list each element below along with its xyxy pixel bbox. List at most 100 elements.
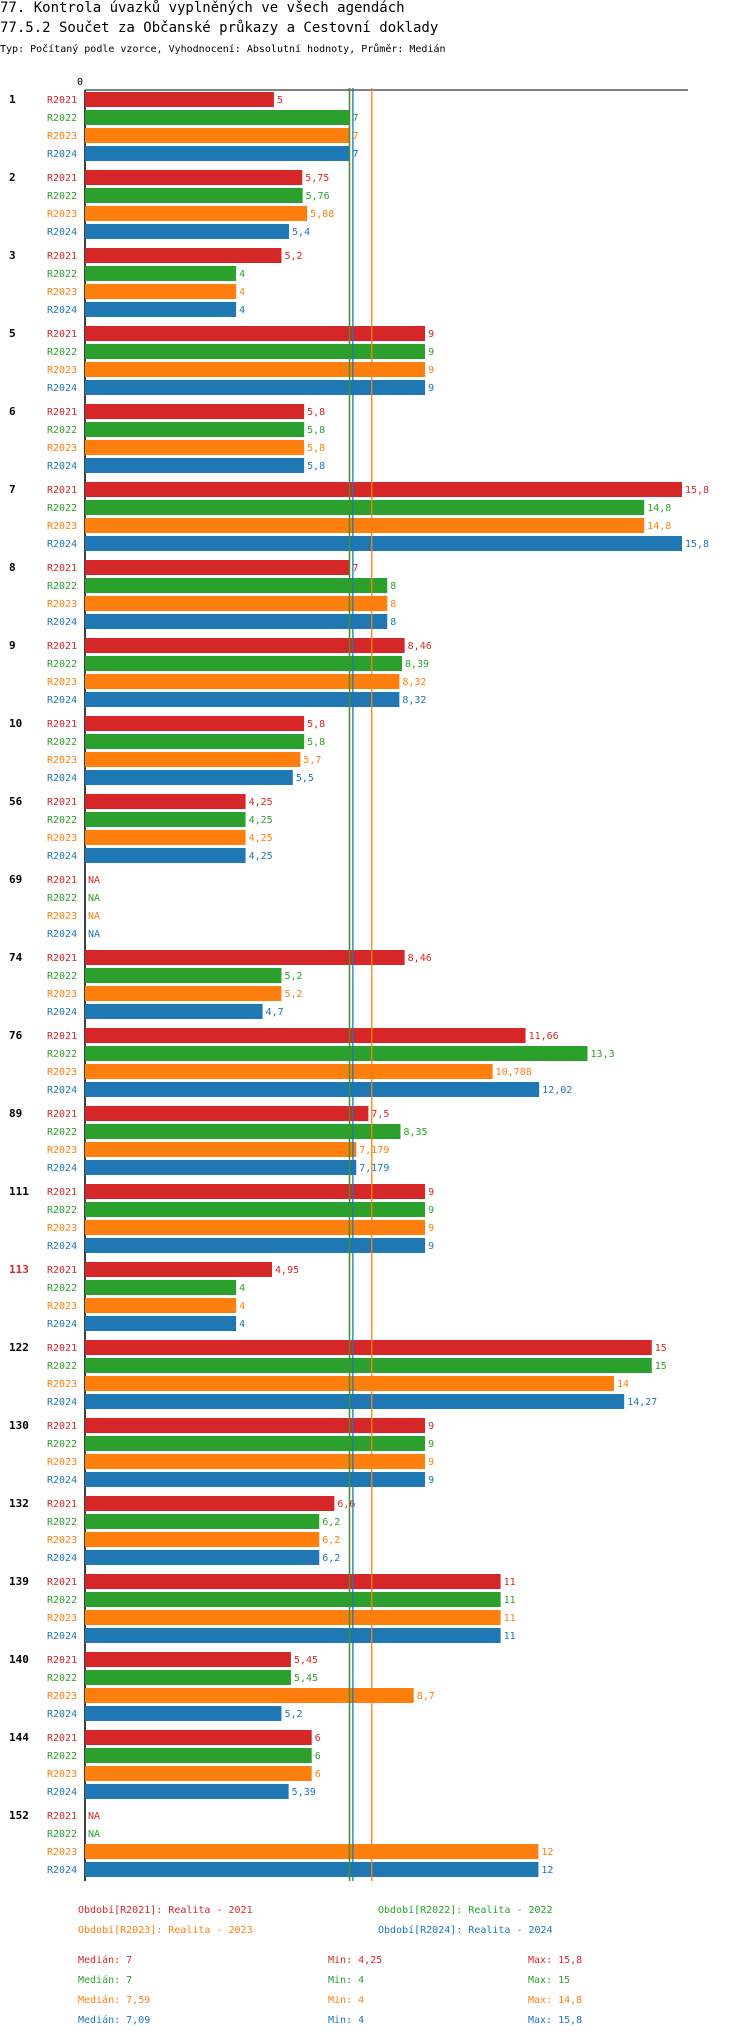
series-label: R2024: [47, 617, 77, 628]
series-label: R2023: [47, 989, 77, 1000]
bar: [85, 1766, 312, 1781]
stat-min: Min: 4,25: [328, 1955, 383, 1966]
data-label: 8: [390, 581, 396, 592]
series-label: R2022: [47, 581, 77, 592]
series-label: R2021: [47, 563, 77, 574]
data-label: 13,3: [591, 1049, 615, 1060]
data-label: 5,4: [292, 227, 310, 238]
bar: [85, 1124, 401, 1139]
data-label: 8,32: [402, 677, 426, 688]
data-label: 11: [504, 1577, 516, 1588]
data-label: 9: [428, 1421, 434, 1432]
data-label: 15,8: [685, 485, 709, 496]
data-label: 8: [390, 617, 396, 628]
series-label: R2024: [47, 1397, 77, 1408]
category-label: 5: [9, 327, 16, 340]
bar: [85, 1046, 588, 1061]
bar: [85, 92, 274, 107]
bar: [85, 1592, 501, 1607]
data-label: 5,45: [294, 1673, 318, 1684]
series-label: R2021: [47, 1187, 77, 1198]
data-label: 5,8: [307, 719, 325, 730]
stat-max: Max: 15,8: [528, 1955, 583, 1966]
data-label: 4,25: [249, 833, 273, 844]
series-label: R2024: [47, 539, 77, 550]
series-label: R2021: [47, 641, 77, 652]
series-label: R2023: [47, 1691, 77, 1702]
series-label: R2024: [47, 1163, 77, 1174]
bar: [85, 344, 426, 359]
data-label: 8,46: [408, 953, 432, 964]
data-label: NA: [88, 875, 100, 886]
bar: [85, 812, 246, 827]
stat-median: Medián: 7: [78, 1975, 133, 1986]
bar: [85, 248, 282, 263]
chart-description: Typ: Počítaný podle vzorce, Vyhodnocení:…: [0, 44, 446, 55]
bar: [85, 1106, 369, 1121]
data-label: 5,75: [305, 173, 329, 184]
series-label: R2023: [47, 287, 77, 298]
stat-max: Max: 14,8: [528, 1995, 583, 2006]
bar: [85, 968, 282, 983]
bar: [85, 536, 682, 551]
bar: [85, 1550, 320, 1565]
data-label: 8,46: [408, 641, 432, 652]
series-label: R2022: [47, 1205, 77, 1216]
series-label: R2021: [47, 329, 77, 340]
series-label: R2022: [47, 1127, 77, 1138]
series-label: R2023: [47, 911, 77, 922]
data-label: 9: [428, 1205, 434, 1216]
data-label: 15: [655, 1361, 667, 1372]
bar: [85, 284, 237, 299]
data-label: NA: [88, 1829, 100, 1840]
series-label: R2024: [47, 461, 77, 472]
data-label: 4: [239, 1319, 245, 1330]
bar: [85, 1844, 539, 1859]
data-label: 5,8: [307, 737, 325, 748]
data-label: 12: [541, 1847, 553, 1858]
data-label: 6: [315, 1733, 321, 1744]
category-label: 7: [9, 483, 16, 496]
data-label: 5,39: [292, 1787, 316, 1798]
series-label: R2022: [47, 1673, 77, 1684]
category-label: 56: [9, 795, 23, 808]
data-label: 5,45: [294, 1655, 318, 1666]
category-label: 122: [9, 1341, 29, 1354]
series-label: R2021: [47, 1031, 77, 1042]
series-label: R2022: [47, 425, 77, 436]
bar: [85, 422, 305, 437]
data-label: 6,2: [322, 1553, 340, 1564]
series-label: R2021: [47, 1421, 77, 1432]
data-label: 5,88: [310, 209, 334, 220]
series-label: R2024: [47, 1319, 77, 1330]
data-label: 9: [428, 365, 434, 376]
x-tick-label: 0: [77, 77, 83, 88]
series-label: R2023: [47, 521, 77, 532]
data-label: 5,2: [284, 989, 302, 1000]
data-label: 5,8: [307, 443, 325, 454]
bar: [85, 1514, 320, 1529]
series-label: R2023: [47, 755, 77, 766]
series-label: R2023: [47, 1769, 77, 1780]
series-label: R2022: [47, 1049, 77, 1060]
bar: [85, 1436, 426, 1451]
data-label: 6,2: [322, 1535, 340, 1546]
data-label: 4: [239, 1301, 245, 1312]
category-label: 3: [9, 249, 16, 262]
category-label: 9: [9, 639, 16, 652]
series-label: R2022: [47, 1829, 77, 1840]
bar: [85, 266, 237, 281]
category-label: 8: [9, 561, 16, 574]
bar: [85, 1316, 237, 1331]
series-label: R2024: [47, 773, 77, 784]
data-label: 6: [315, 1769, 321, 1780]
series-label: R2022: [47, 1517, 77, 1528]
bar: [85, 1730, 312, 1745]
data-label: 5,8: [307, 425, 325, 436]
bar: [85, 302, 237, 317]
data-label: 9: [428, 1223, 434, 1234]
category-label: 111: [9, 1185, 29, 1198]
data-label: 11: [504, 1613, 516, 1624]
bar: [85, 1472, 426, 1487]
